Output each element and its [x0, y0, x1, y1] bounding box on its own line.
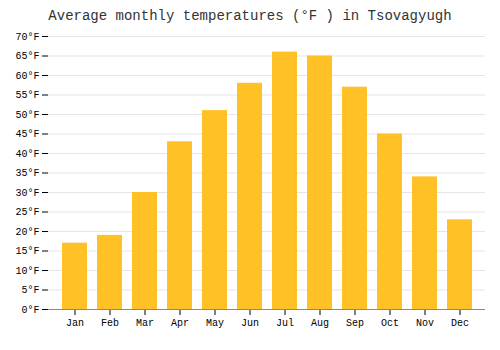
- svg-text:55°F: 55°F: [15, 90, 39, 101]
- svg-text:10°F: 10°F: [15, 266, 39, 277]
- svg-text:Dec: Dec: [451, 318, 469, 329]
- svg-text:Jul: Jul: [276, 318, 294, 329]
- svg-text:Jun: Jun: [241, 318, 259, 329]
- svg-text:35°F: 35°F: [15, 168, 39, 179]
- svg-text:Feb: Feb: [101, 318, 119, 329]
- svg-text:Aug: Aug: [311, 318, 329, 329]
- svg-text:45°F: 45°F: [15, 129, 39, 140]
- svg-text:65°F: 65°F: [15, 51, 39, 62]
- svg-text:0°F: 0°F: [21, 305, 39, 316]
- svg-text:Mar: Mar: [136, 318, 154, 329]
- svg-text:May: May: [206, 318, 224, 329]
- svg-text:30°F: 30°F: [15, 188, 39, 199]
- svg-text:60°F: 60°F: [15, 71, 39, 82]
- svg-text:70°F: 70°F: [15, 32, 39, 43]
- svg-text:25°F: 25°F: [15, 207, 39, 218]
- svg-text:Oct: Oct: [381, 318, 399, 329]
- svg-text:50°F: 50°F: [15, 110, 39, 121]
- svg-text:Nov: Nov: [416, 318, 434, 329]
- svg-text:Sep: Sep: [346, 318, 364, 329]
- svg-text:40°F: 40°F: [15, 149, 39, 160]
- svg-text:Jan: Jan: [66, 318, 84, 329]
- svg-text:15°F: 15°F: [15, 246, 39, 257]
- svg-text:5°F: 5°F: [21, 285, 39, 296]
- html-text:Average monthly temperatures (: Average monthly temperatures (°F ) in Ts…: [48, 8, 452, 24]
- svg-text:20°F: 20°F: [15, 227, 39, 238]
- svg-text:Apr: Apr: [171, 318, 189, 329]
